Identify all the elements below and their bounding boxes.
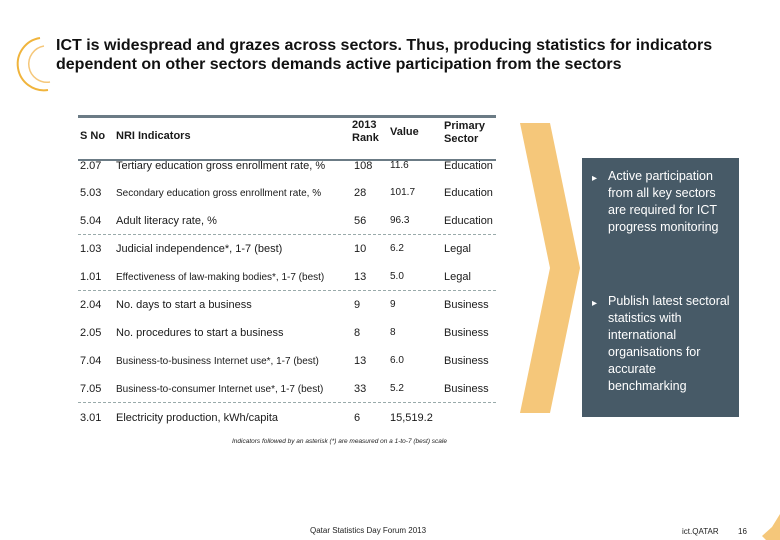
table-row: 3.01 Electricity production, kWh/capita … xyxy=(78,404,498,432)
row-sector: Business xyxy=(444,355,489,367)
footer-event: Qatar Statistics Day Forum 2013 xyxy=(310,526,427,535)
row-sector: Business xyxy=(444,383,489,395)
triangle-right-icon: ▸ xyxy=(592,173,598,184)
row-sector: Legal xyxy=(444,271,471,283)
row-indicator: No. procedures to start a business xyxy=(116,327,284,339)
header-indicator: NRI Indicators xyxy=(116,130,191,142)
row-indicator: Business-to-consumer Internet use*, 1-7 … xyxy=(116,384,324,395)
header-rule xyxy=(78,159,496,161)
row-sector: Legal xyxy=(444,243,471,255)
panel-bullet-text: Publish latest sectoral statistics with … xyxy=(608,294,730,393)
header-rank-year: 2013 xyxy=(352,119,377,131)
row-value: 9 xyxy=(390,299,396,310)
row-rank: 8 xyxy=(354,327,361,339)
table-row: 5.03 Secondary education gross enrollmen… xyxy=(78,179,498,207)
row-rank: 13 xyxy=(354,271,367,283)
row-value: 101.7 xyxy=(390,187,416,198)
row-value: 5.2 xyxy=(390,383,404,394)
table-row: 1.03 Judicial independence*, 1-7 (best) … xyxy=(78,235,498,263)
row-sector: Education xyxy=(444,160,493,172)
table-footnote: Indicators followed by an asterisk (*) a… xyxy=(232,438,447,445)
table-header: S No NRI Indicators 2013 Rank Value Prim… xyxy=(78,119,498,159)
row-rank: 108 xyxy=(354,160,373,172)
table-row: 2.05 No. procedures to start a business … xyxy=(78,319,498,347)
row-sno: 7.05 xyxy=(80,383,102,395)
row-indicator: Electricity production, kWh/capita xyxy=(116,412,279,424)
row-value: 96.3 xyxy=(390,215,410,226)
row-value: 5.0 xyxy=(390,271,404,282)
row-sno: 7.04 xyxy=(80,355,102,367)
triangle-right-icon: ▸ xyxy=(592,298,598,309)
row-sector: Education xyxy=(444,215,493,227)
row-value: 6.2 xyxy=(390,243,404,254)
header-sector-line2: Sector xyxy=(444,133,479,145)
row-separator xyxy=(78,402,496,403)
row-sector: Business xyxy=(444,299,489,311)
row-rank: 56 xyxy=(354,215,367,227)
row-indicator: No. days to start a business xyxy=(116,299,252,311)
table-row: 7.05 Business-to-consumer Internet use*,… xyxy=(78,375,498,403)
row-separator xyxy=(78,234,496,235)
row-sno: 1.01 xyxy=(80,271,102,283)
row-indicator: Business-to-business Internet use*, 1-7 … xyxy=(116,356,319,367)
summary-panel: ▸ Active participation from all key sect… xyxy=(582,158,739,417)
corner-chevron-icon xyxy=(762,514,780,540)
row-sno: 5.03 xyxy=(80,187,102,199)
row-sector: Education xyxy=(444,187,493,199)
row-separator xyxy=(78,290,496,291)
row-sno: 2.04 xyxy=(80,299,102,311)
row-sno: 1.03 xyxy=(80,243,102,255)
chevron-arrow-icon xyxy=(520,123,580,413)
row-rank: 6 xyxy=(354,412,361,424)
row-indicator: Judicial independence*, 1-7 (best) xyxy=(116,243,283,255)
header-rank: Rank xyxy=(352,132,379,144)
row-sno: 5.04 xyxy=(80,215,102,227)
row-sno: 2.05 xyxy=(80,327,102,339)
header-sno: S No xyxy=(80,130,106,142)
header-value: Value xyxy=(390,126,419,138)
row-indicator: Effectiveness of law-making bodies*, 1-7… xyxy=(116,272,325,283)
row-rank: 13 xyxy=(354,355,367,367)
row-indicator: Secondary education gross enrollment rat… xyxy=(116,188,322,199)
table-row: 2.04 No. days to start a business 9 9 Bu… xyxy=(78,291,498,319)
table-row: 1.01 Effectiveness of law-making bodies*… xyxy=(78,263,498,291)
row-value: 8 xyxy=(390,327,396,338)
row-indicator: Adult literacy rate, % xyxy=(116,215,217,227)
row-rank: 28 xyxy=(354,187,367,199)
panel-bullet-text: Active participation from all key sector… xyxy=(608,169,719,234)
page-title: ICT is widespread and grazes across sect… xyxy=(56,37,713,73)
page-number: 16 xyxy=(738,527,747,536)
footer-brand: ict.QATAR xyxy=(682,527,719,536)
table-top-rule xyxy=(78,115,496,118)
row-rank: 33 xyxy=(354,383,367,395)
row-value: 15,519.2 xyxy=(390,412,433,424)
row-indicator: Tertiary education gross enrollment rate… xyxy=(116,160,326,172)
table-row: 2.07 Tertiary education gross enrollment… xyxy=(78,152,498,180)
row-sno: 3.01 xyxy=(80,412,102,424)
row-sno: 2.07 xyxy=(80,160,102,172)
row-rank: 10 xyxy=(354,243,367,255)
row-value: 11.6 xyxy=(390,160,409,171)
table-row: 7.04 Business-to-business Internet use*,… xyxy=(78,347,498,375)
logo-arc-icon xyxy=(16,37,51,92)
row-sector: Business xyxy=(444,327,489,339)
table-row: 5.04 Adult literacy rate, % 56 96.3 Educ… xyxy=(78,207,498,235)
row-rank: 9 xyxy=(354,299,361,311)
row-value: 6.0 xyxy=(390,355,404,366)
header-sector-line1: Primary xyxy=(444,120,485,132)
